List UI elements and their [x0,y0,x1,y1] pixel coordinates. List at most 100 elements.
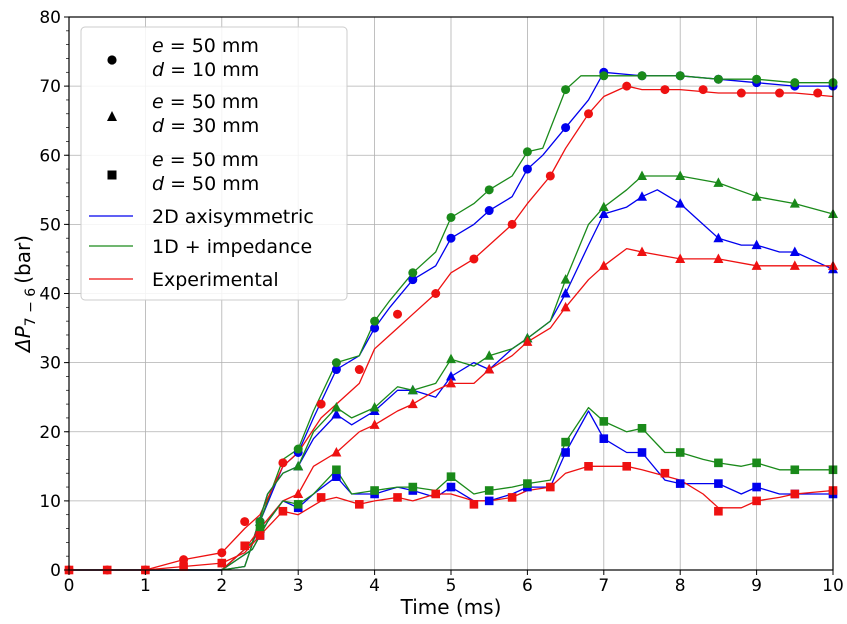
data-point-experimental-circle [393,309,403,319]
y-tick-label: 30 [39,354,61,374]
data-point-2d-axisymmetric-circle [408,275,418,285]
data-point-2d-axisymmetric-circle [446,233,456,243]
series-line-1d-impedance-d-50-mm [69,406,833,571]
data-point-1d-impedance-circle [408,268,418,278]
data-point-experimental-square [622,462,632,471]
data-point-experimental-square [790,489,800,499]
legend-entry-case-1-line-1: e = 50 mm [152,35,259,57]
data-point-experimental-square [469,500,479,509]
data-point-experimental-triangle [484,364,495,374]
data-point-1d-impedance-square [637,423,647,433]
x-tick-label: 6 [522,576,533,596]
data-point-2d-axisymmetric-triangle [446,370,456,381]
data-point-1d-impedance-square [714,458,723,468]
y-tick-label: 40 [39,285,61,305]
data-point-2d-axisymmetric-square [714,479,723,488]
y-tick-label: 0 [50,561,61,581]
x-tick-label: 4 [369,576,380,596]
data-point-1d-impedance-triangle [598,201,609,212]
legend: e = 50 mm d = 10 mm e = 50 mm d = 30 mm … [80,26,348,301]
data-point-experimental-square [714,506,723,516]
data-point-1d-impedance-triangle [789,198,800,208]
data-point-experimental-circle [698,85,708,95]
x-axis-label: Time (ms) [400,595,502,619]
y-tick-label: 50 [39,215,61,235]
legend-label-1d-impedance: 1D + impedance [152,236,312,258]
y-axis-label-unit: (bar) [11,235,35,284]
data-point-2d-axisymmetric-circle [522,164,532,174]
data-point-experimental-square [355,500,364,509]
data-point-experimental-triangle [446,377,456,388]
data-point-2d-axisymmetric-circle [370,323,380,333]
data-point-experimental-circle [736,88,746,98]
data-point-experimental-circle [507,219,517,229]
data-point-2d-axisymmetric-triangle [598,208,609,219]
series-line-experimental-d-50-mm [69,465,834,571]
data-point-1d-impedance-square [370,486,379,495]
data-point-2d-axisymmetric-triangle [713,232,724,243]
data-point-2d-axisymmetric-square [561,448,570,457]
data-point-1d-impedance-square [446,472,456,481]
data-point-2d-axisymmetric-triangle [331,408,342,419]
data-point-1d-impedance-square [752,458,761,468]
data-point-1d-impedance-circle [370,316,380,326]
data-point-experimental-circle [431,289,441,298]
data-point-experimental-square [179,562,188,571]
data-point-1d-impedance-square [408,482,418,492]
data-point-2d-axisymmetric-triangle [675,198,686,208]
data-point-1d-impedance-square [484,486,494,495]
data-point-1d-impedance-circle [522,147,532,157]
y-tick-label: 10 [39,492,61,512]
data-point-2d-axisymmetric-square [332,472,341,481]
legend-box [80,26,348,301]
data-point-experimental-square [316,493,326,502]
data-point-1d-impedance-circle [484,185,494,195]
x-tick-label: 9 [751,576,762,596]
data-point-experimental-triangle [789,260,800,270]
data-point-experimental-square [217,558,227,568]
x-tick-label: 1 [140,576,151,596]
x-tick-label: 7 [598,576,609,596]
data-point-experimental-circle [278,458,288,468]
data-point-experimental-circle [584,109,594,119]
data-point-experimental-triangle [751,260,762,270]
data-point-experimental-triangle [331,446,342,457]
data-point-experimental-circle [240,517,250,527]
data-point-experimental-circle [622,81,632,91]
data-point-2d-axisymmetric-square [484,496,494,506]
data-point-1d-impedance-circle [599,71,609,81]
data-point-experimental-circle [316,399,326,409]
y-tick-label: 70 [39,77,61,97]
data-point-1d-impedance-triangle [407,384,418,395]
legend-label-experimental: Experimental [152,269,279,291]
data-point-experimental-square [278,506,288,516]
data-point-2d-axisymmetric-triangle [560,288,571,298]
data-point-2d-axisymmetric-circle [484,206,494,216]
data-point-1d-impedance-triangle [751,191,762,201]
series-line-1d-impedance-d-30-mm [69,175,834,571]
data-point-1d-impedance-circle [331,358,341,368]
data-point-experimental-triangle [675,253,686,263]
data-point-experimental-triangle [637,246,647,257]
data-point-experimental-triangle [369,419,380,429]
data-point-1d-impedance-square [332,465,341,475]
data-point-1d-impedance-triangle [675,170,686,180]
data-point-experimental-square [660,468,670,478]
y-axis-label-subscript: 7 − 6 [23,288,39,327]
data-point-experimental-circle [354,365,364,375]
data-point-1d-impedance-circle [446,212,456,222]
data-point-experimental-square [584,462,593,471]
data-point-experimental-square [240,541,250,551]
data-point-experimental-square [507,493,517,502]
data-point-experimental-circle [775,88,785,98]
legend-marker-square [107,170,117,180]
data-point-1d-impedance-triangle [293,460,304,471]
data-point-2d-axisymmetric-square [752,482,761,492]
data-point-experimental-square [255,531,265,540]
data-point-2d-axisymmetric-square [637,448,647,457]
data-point-experimental-circle [217,548,227,558]
data-point-1d-impedance-square [293,500,303,509]
data-point-2d-axisymmetric-triangle [637,191,647,201]
data-point-1d-impedance-square [523,479,532,488]
